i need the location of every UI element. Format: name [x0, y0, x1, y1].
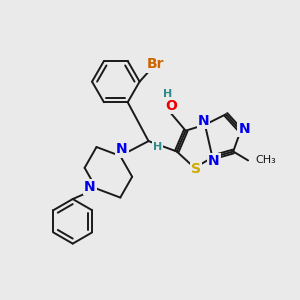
Text: H: H	[153, 142, 162, 152]
Text: H: H	[163, 88, 172, 98]
Text: N: N	[84, 180, 96, 194]
Text: Br: Br	[147, 57, 165, 71]
Text: S: S	[191, 162, 201, 176]
Text: N: N	[116, 142, 128, 156]
Text: CH₃: CH₃	[256, 155, 276, 165]
Text: N: N	[208, 154, 220, 168]
Text: N: N	[198, 114, 209, 128]
Text: N: N	[238, 122, 250, 136]
Text: O: O	[165, 99, 177, 113]
